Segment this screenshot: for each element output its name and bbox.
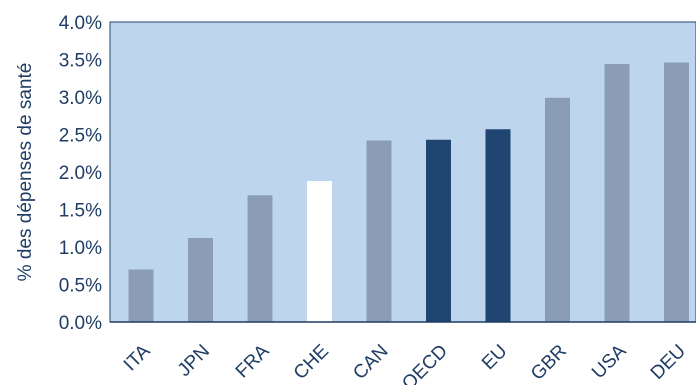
y-tick-label: 0.0% xyxy=(59,313,102,334)
x-tick-label-usa: USA xyxy=(588,340,631,383)
bars-group xyxy=(128,62,689,322)
x-tick-label-oecd: OECD xyxy=(398,341,452,385)
x-axis-ticks: ITA JPN FRA CHE CAN OECD EU GBR USA DEU xyxy=(120,340,690,385)
y-tick-label: 2.5% xyxy=(59,126,102,147)
x-tick-label-eu: EU xyxy=(478,341,512,375)
y-tick-label: 4.0% xyxy=(59,13,102,34)
bar-can xyxy=(366,140,392,322)
y-tick-label: 0.5% xyxy=(59,276,102,297)
y-tick-label: 1.0% xyxy=(59,238,102,259)
bar-gbr xyxy=(545,97,570,322)
bar-deu xyxy=(664,62,689,322)
x-tick-label-can: CAN xyxy=(349,341,392,384)
x-tick-label-ita: ITA xyxy=(120,340,155,375)
x-tick-label-deu: DEU xyxy=(647,341,690,384)
y-tick-label: 3.0% xyxy=(59,88,102,109)
x-tick-label-che: CHE xyxy=(290,341,333,384)
y-tick-label: 1.5% xyxy=(59,201,102,222)
bar-jpn xyxy=(188,238,213,322)
y-axis-title: % des dépenses de santé xyxy=(15,63,36,282)
bar-ita xyxy=(128,269,154,322)
y-tick-label: 2.0% xyxy=(59,163,102,184)
bar-eu xyxy=(485,129,511,322)
bar-fra xyxy=(247,195,273,322)
bar-usa xyxy=(604,64,630,322)
x-tick-label-fra: FRA xyxy=(232,340,274,382)
y-axis-ticks: 0.0% 0.5% 1.0% 1.5% 2.0% 2.5% 3.0% 3.5% 4.0% xyxy=(59,13,102,334)
bar-che xyxy=(307,181,332,322)
bar-oecd xyxy=(426,139,451,322)
y-tick-label: 3.5% xyxy=(59,51,102,72)
x-tick-label-gbr: GBR xyxy=(527,341,571,385)
x-tick-label-jpn: JPN xyxy=(174,341,214,381)
